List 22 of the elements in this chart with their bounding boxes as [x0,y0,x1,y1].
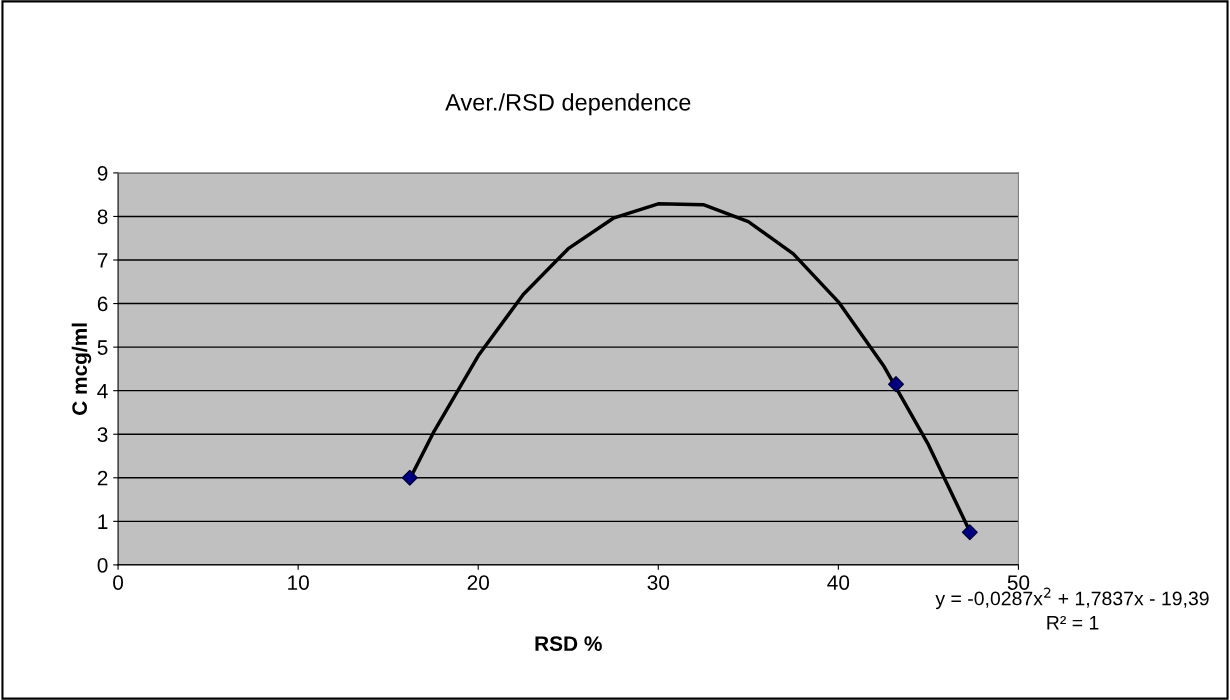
x-tick-label: 40 [827,575,850,590]
y-tick-label: 1 [98,514,108,529]
point [888,376,904,393]
x-axis-title: RSD % [535,636,602,652]
x-tick-label: 0 [113,575,124,590]
point [961,524,978,541]
y-tick-label: 8 [97,209,108,225]
y-tick-label: 0 [97,557,108,573]
y-tick-label: 7 [97,253,108,268]
y-tick-label: 5 [97,340,108,355]
chart-title: Aver./RSD dependence [445,93,691,116]
y-tick-label: 6 [97,296,108,312]
x-tick-label: 10 [288,575,309,590]
x-tick-label: 30 [647,575,670,590]
y-axis-title: C mcg/ml [71,323,92,415]
y-tick-label: 2 [97,470,108,486]
y-tick-label: 3 [97,427,108,442]
text: R² = 1 [1047,615,1099,630]
y-tick-label: 4 [97,383,108,399]
y-tick-label: 9 [97,165,108,181]
point [401,469,418,486]
x-tick-label: 20 [467,575,489,590]
